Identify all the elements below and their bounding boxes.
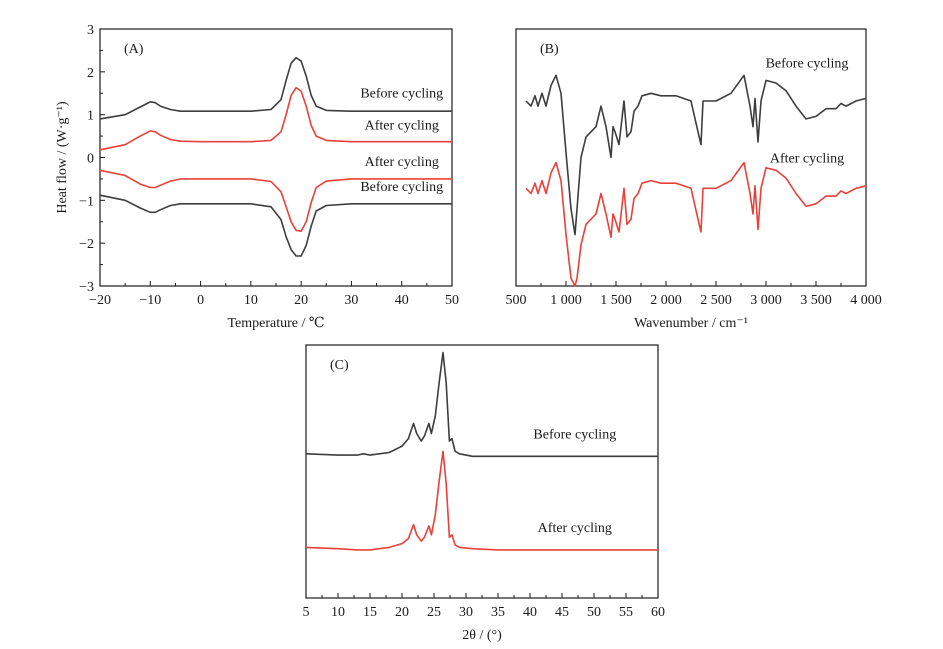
x-tick-label: 1 500	[600, 293, 632, 308]
series-label: Before cycling	[360, 87, 443, 102]
y-tick-label: 2	[87, 66, 94, 81]
series-line-before	[99, 194, 452, 257]
panel-c-xrd-chart: 5 10 15 20 25 30 35 40 45 50 55 60 2θ / (°) (C) Before…	[303, 344, 665, 643]
series-line-before	[99, 56, 452, 120]
y-tick-label: 3	[87, 23, 94, 38]
y-tick-label: −1	[79, 194, 94, 209]
series-label: After cycling	[365, 119, 439, 134]
series-label: Before cycling	[360, 180, 443, 195]
y-tick-label: −3	[79, 280, 94, 295]
panel-label: (C)	[330, 358, 349, 373]
x-axis-title: Wavenumber / cm⁻¹	[634, 316, 748, 331]
x-tick-label: 45	[555, 605, 569, 620]
x-tick-label: 25	[427, 605, 441, 620]
x-tick-label: 4 000	[850, 293, 882, 308]
x-tick-label: 40	[523, 605, 537, 620]
x-tick-label: 50	[445, 293, 459, 308]
series-label: After cycling	[770, 152, 844, 167]
x-tick-label: 3 000	[750, 293, 782, 308]
y-tick-label: 1	[87, 109, 94, 124]
series-line-after	[525, 161, 867, 287]
x-tick-label: 30	[459, 605, 473, 620]
x-axis-title: 2θ / (°)	[462, 628, 502, 643]
x-tick-label: 50	[587, 605, 601, 620]
panel-label: (A)	[124, 42, 144, 57]
x-tick-label: 60	[651, 605, 665, 620]
panel-b-ftir-chart: 500 1 000 1 500 2 000 2 500 3 000 3 500 4 000 Wa…	[506, 28, 882, 331]
x-axis-title: Temperature / ℃	[227, 316, 324, 331]
series-label: After cycling	[538, 521, 612, 536]
x-tick-label: 20	[294, 293, 308, 308]
x-tick-label: 55	[619, 605, 633, 620]
x-tick-label: 500	[506, 293, 527, 308]
x-tick-label: 3 500	[800, 293, 832, 308]
series-line-after	[99, 86, 452, 151]
y-axis-title: Heat flow / (W·g⁻¹)	[55, 101, 70, 214]
series-line-after	[305, 450, 658, 551]
x-tick-label: 10	[244, 293, 258, 308]
y-tick-label: −2	[79, 237, 94, 252]
x-tick-label: −20	[89, 293, 111, 308]
x-tick-label: 30	[344, 293, 358, 308]
x-tick-label: −10	[139, 293, 161, 308]
panel-label: (B)	[540, 42, 559, 57]
x-tick-label: 1 000	[550, 293, 582, 308]
x-tick-label: 10	[331, 605, 345, 620]
x-tick-label: 35	[491, 605, 505, 620]
series-label: Before cycling	[766, 57, 849, 72]
plot-frame	[305, 344, 659, 599]
x-tick-label: 40	[395, 293, 409, 308]
series-label: Before cycling	[533, 428, 616, 443]
x-tick-label: 2 500	[700, 293, 732, 308]
x-tick-label: 0	[197, 293, 204, 308]
x-tick-label: 5	[303, 605, 310, 620]
series-line-after	[99, 169, 452, 232]
x-tick-label: 20	[395, 605, 409, 620]
x-tick-label: 2 000	[650, 293, 682, 308]
series-line-before	[305, 351, 658, 458]
series-label: After cycling	[365, 155, 439, 170]
x-tick-label: 15	[363, 605, 377, 620]
series-line-before	[525, 74, 867, 236]
y-tick-label: 0	[87, 152, 94, 167]
